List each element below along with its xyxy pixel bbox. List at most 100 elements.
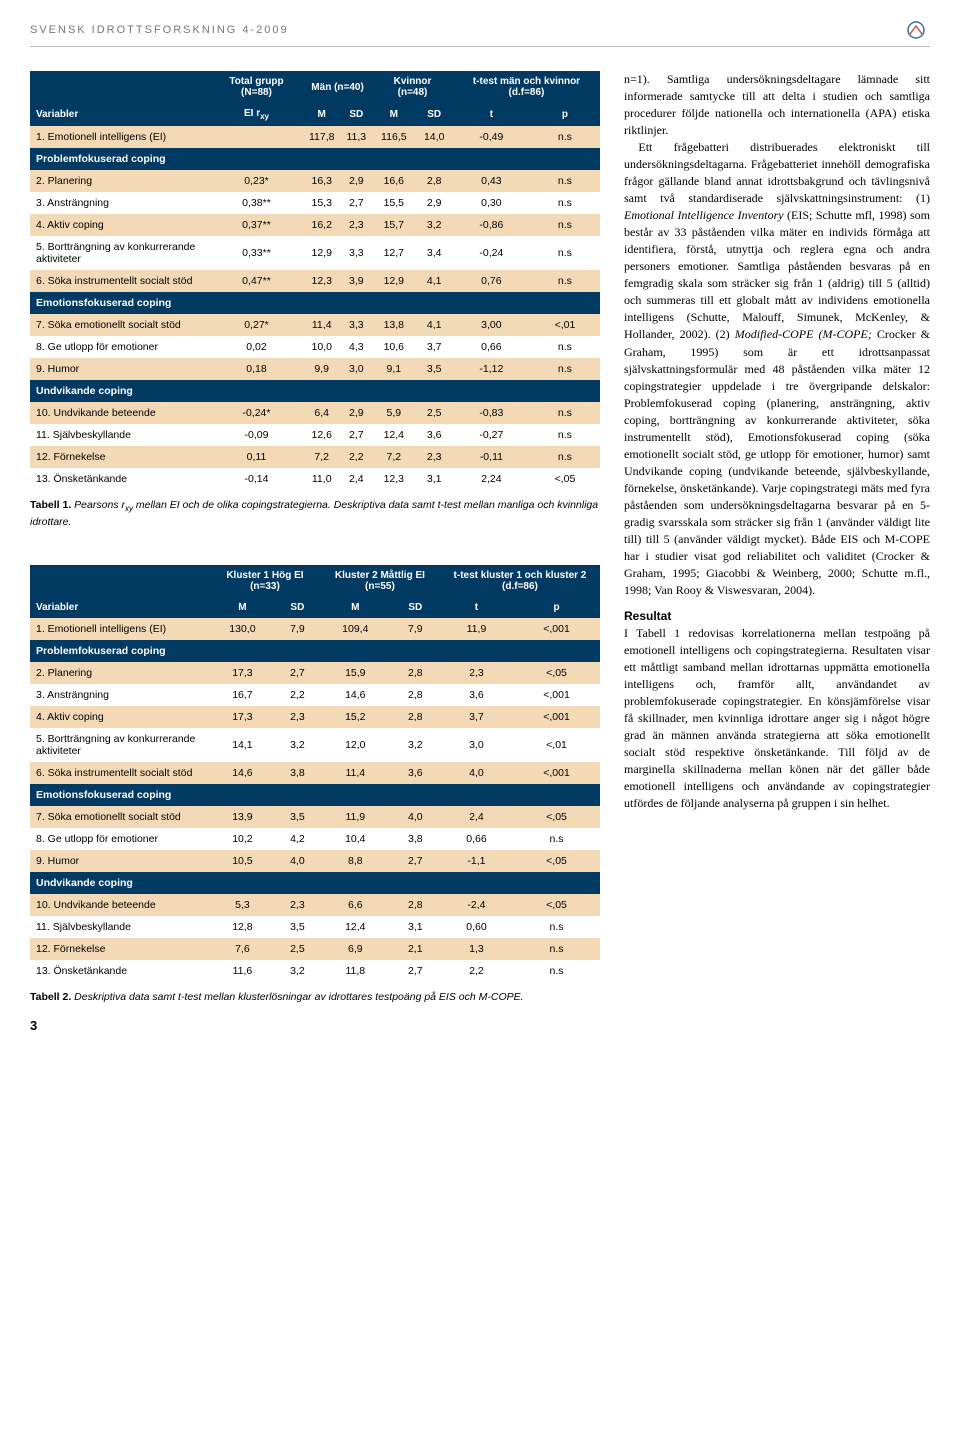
cell: -0,09 (210, 424, 303, 446)
cell: 0,23* (210, 170, 303, 192)
cell: 10,5 (210, 850, 275, 872)
row-label: 1. Emotionell intelligens (EI) (30, 618, 210, 640)
cell: 16,6 (372, 170, 415, 192)
cell: 0,30 (453, 192, 530, 214)
row-label: 12. Förnekelse (30, 446, 210, 468)
cell: 2,1 (391, 938, 440, 960)
cell: 2,7 (340, 424, 372, 446)
cell: 2,3 (340, 214, 372, 236)
section-label: Emotionsfokuserad coping (30, 292, 600, 314)
cell: 3,2 (275, 728, 320, 762)
cell: 3,2 (415, 214, 452, 236)
cell: 2,9 (415, 192, 452, 214)
cell: 11,8 (320, 960, 391, 982)
t1-sh-ei: EI rxy (210, 103, 303, 126)
row-label: 1. Emotionell intelligens (EI) (30, 126, 210, 148)
t1-sh-m1: M (303, 103, 341, 126)
cell: -0,49 (453, 126, 530, 148)
cell: 2,7 (391, 850, 440, 872)
cell: 3,6 (391, 762, 440, 784)
cell: 2,24 (453, 468, 530, 490)
cell: 7,6 (210, 938, 275, 960)
cell: 11,6 (210, 960, 275, 982)
row-label: 5. Bortträngning av konkurrerande aktivi… (30, 236, 210, 270)
table-row: 13. Önsketänkande-0,1411,02,412,33,12,24… (30, 468, 600, 490)
cell: 12,8 (210, 916, 275, 938)
journal-title: SVENSK IDROTTSFORSKNING 4-2009 (30, 24, 289, 36)
t2-h-var: Variabler (30, 597, 210, 618)
table-row: Emotionsfokuserad coping (30, 292, 600, 314)
row-label: 7. Söka emotionellt socialt stöd (30, 314, 210, 336)
cell: <,01 (513, 728, 600, 762)
cell: 2,7 (391, 960, 440, 982)
cell: 0,47** (210, 270, 303, 292)
cell: 2,5 (415, 402, 452, 424)
cell: <,05 (513, 850, 600, 872)
cell: <,001 (513, 762, 600, 784)
cell: 14,1 (210, 728, 275, 762)
cell: 1,3 (440, 938, 513, 960)
table-row: 9. Humor0,189,93,09,13,5-1,12n.s (30, 358, 600, 380)
cell: 12,7 (372, 236, 415, 270)
row-label: 8. Ge utlopp för emotioner (30, 828, 210, 850)
table-row: 3. Ansträngning16,72,214,62,83,6<,001 (30, 684, 600, 706)
cell: 11,4 (303, 314, 341, 336)
cell: n.s (530, 126, 600, 148)
cell: 2,9 (340, 402, 372, 424)
cell: 2,5 (275, 938, 320, 960)
para-3: I Tabell 1 redovisas korrelationerna mel… (624, 625, 930, 812)
cell: n.s (513, 960, 600, 982)
cell: 9,9 (303, 358, 341, 380)
body-column: n=1). Samtliga undersökningsdeltagare lä… (624, 71, 930, 1033)
cell: 15,3 (303, 192, 341, 214)
cell: -0,86 (453, 214, 530, 236)
cell: 2,3 (275, 706, 320, 728)
cell: 117,8 (303, 126, 341, 148)
cell: 10,4 (320, 828, 391, 850)
cell: <,05 (513, 806, 600, 828)
cell: 130,0 (210, 618, 275, 640)
cell: 12,9 (303, 236, 341, 270)
t2-h-k1: Kluster 1 Hög EI (n=33) (210, 565, 320, 597)
table-1-body: 1. Emotionell intelligens (EI)117,811,31… (30, 126, 600, 490)
para-1: n=1). Samtliga undersökningsdeltagare lä… (624, 71, 930, 139)
cell: 7,2 (372, 446, 415, 468)
cell: 3,4 (415, 236, 452, 270)
table-row: 3. Ansträngning0,38**15,32,715,52,90,30n… (30, 192, 600, 214)
cell: 3,8 (391, 828, 440, 850)
cell: 5,3 (210, 894, 275, 916)
section-label: Problemfokuserad coping (30, 148, 600, 170)
cell: 16,7 (210, 684, 275, 706)
row-label: 7. Söka emotionellt socialt stöd (30, 806, 210, 828)
row-label: 9. Humor (30, 358, 210, 380)
t1-sh-p: p (530, 103, 600, 126)
cell: 3,3 (340, 314, 372, 336)
row-label: 9. Humor (30, 850, 210, 872)
table-row: Problemfokuserad coping (30, 640, 600, 662)
table-row: 4. Aktiv coping17,32,315,22,83,7<,001 (30, 706, 600, 728)
cell: 13,8 (372, 314, 415, 336)
cell: <,001 (513, 618, 600, 640)
cell: 0,33** (210, 236, 303, 270)
t2-h-tt: t-test kluster 1 och kluster 2 (d.f=86) (440, 565, 600, 597)
row-label: 13. Önsketänkande (30, 960, 210, 982)
row-label: 12. Förnekelse (30, 938, 210, 960)
cell: 6,4 (303, 402, 341, 424)
cell: 11,9 (440, 618, 513, 640)
cell: 2,8 (391, 662, 440, 684)
cell: 3,5 (415, 358, 452, 380)
cell: n.s (530, 446, 600, 468)
cell: n.s (530, 236, 600, 270)
table-row: 8. Ge utlopp för emotioner0,0210,04,310,… (30, 336, 600, 358)
table-row: Undvikande coping (30, 380, 600, 402)
table-row: 7. Söka emotionellt socialt stöd13,93,51… (30, 806, 600, 828)
cell: 12,9 (372, 270, 415, 292)
cell: n.s (513, 938, 600, 960)
table-row: 12. Förnekelse0,117,22,27,22,3-0,11n.s (30, 446, 600, 468)
cell: 116,5 (372, 126, 415, 148)
table-row: 7. Söka emotionellt socialt stöd0,27*11,… (30, 314, 600, 336)
cell: 2,3 (440, 662, 513, 684)
cell: 0,27* (210, 314, 303, 336)
cell: 4,3 (340, 336, 372, 358)
cell: <,05 (513, 894, 600, 916)
